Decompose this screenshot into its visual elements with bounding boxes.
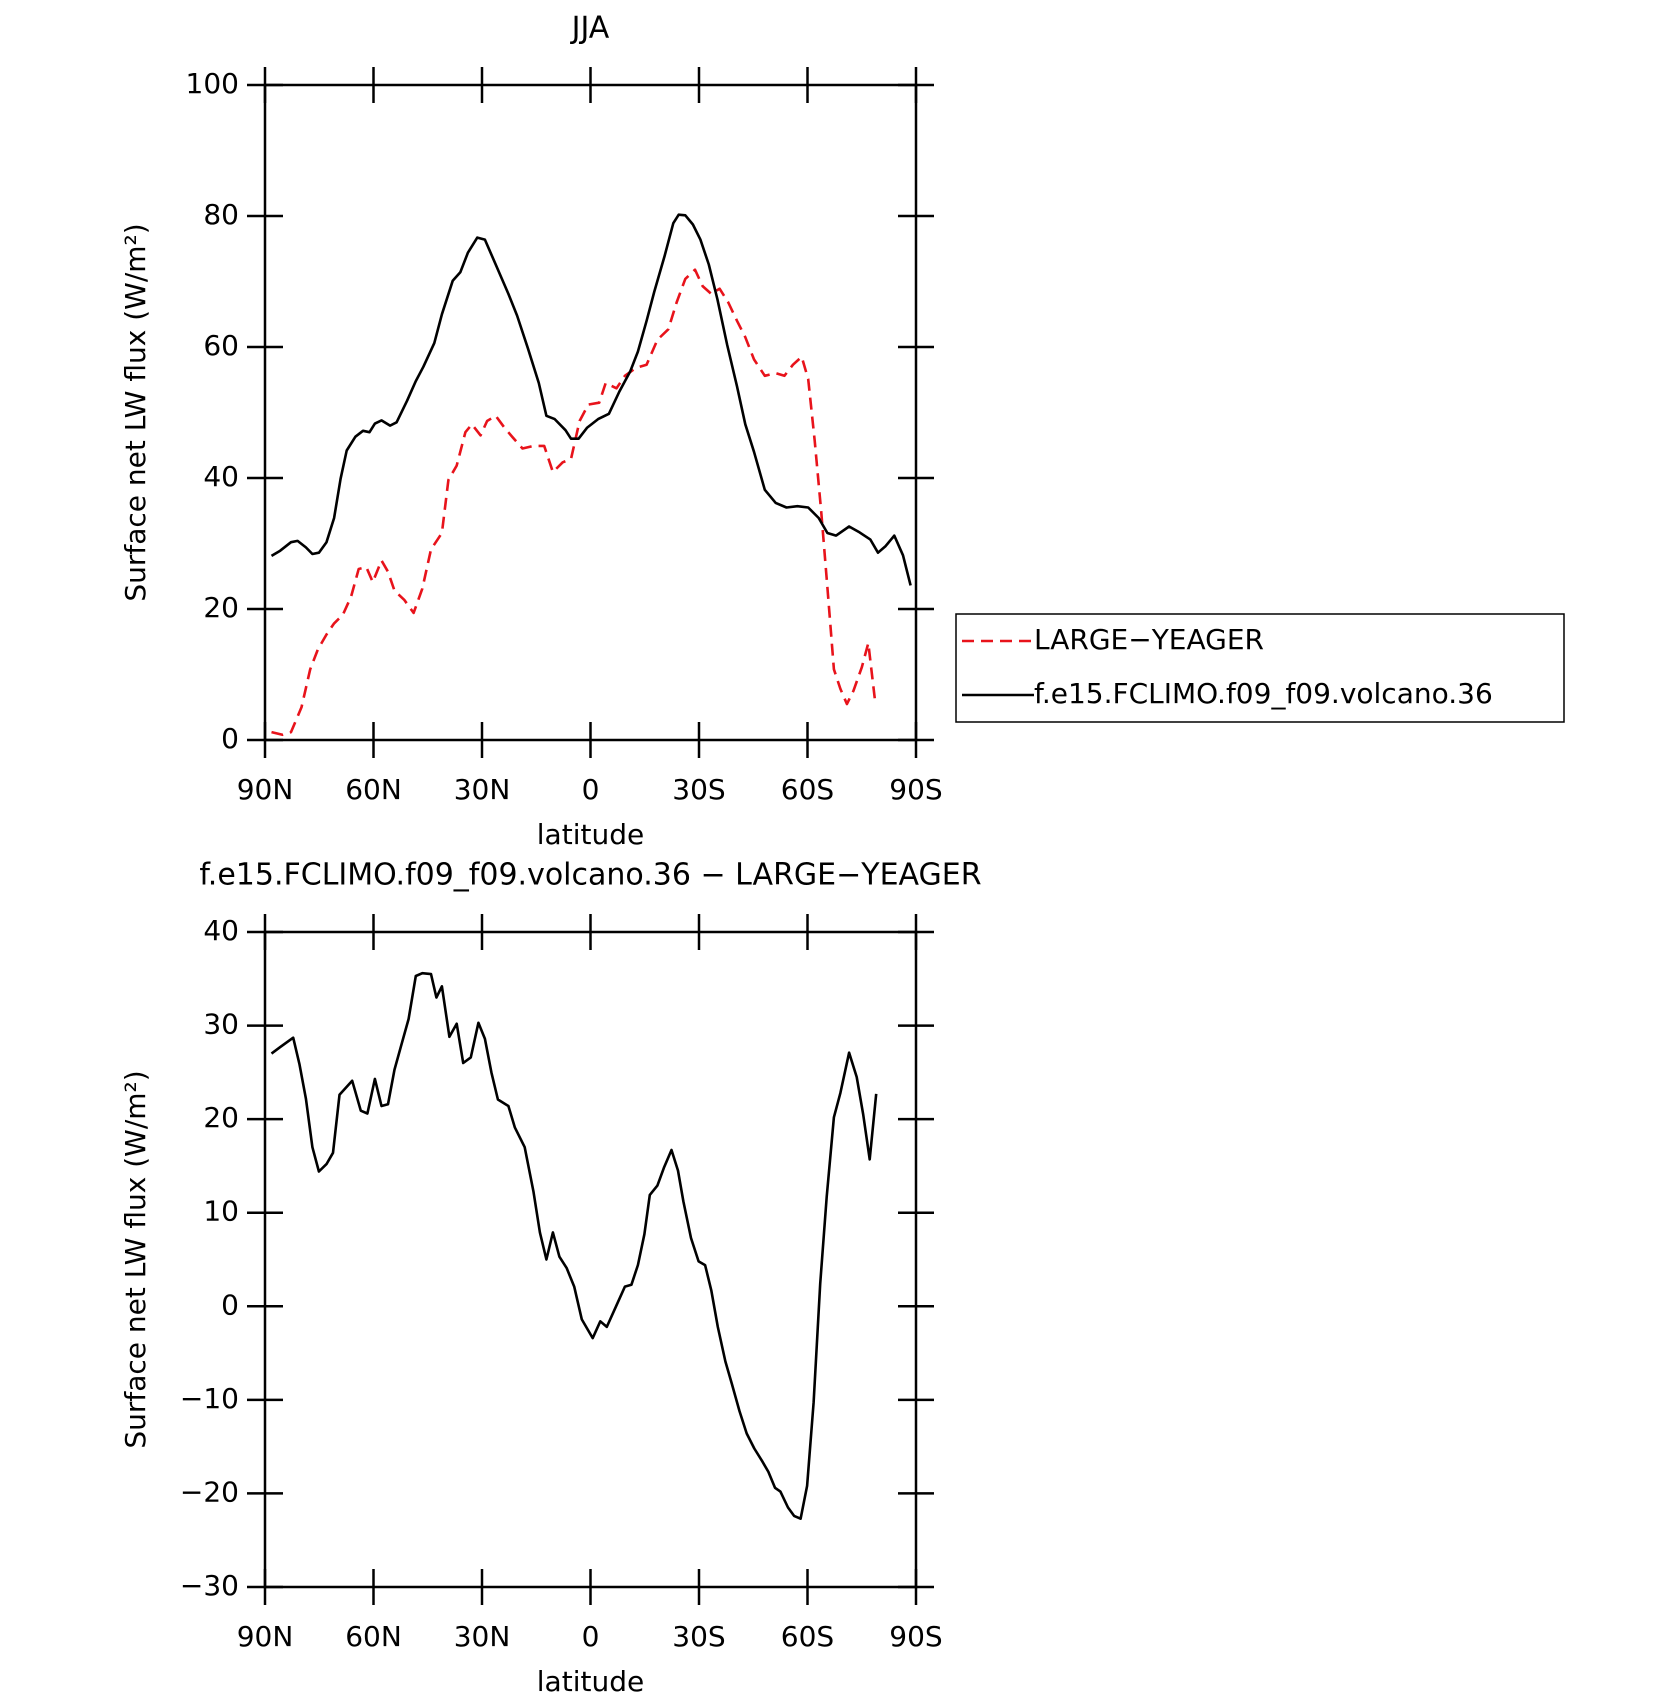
x-axis-label: latitude — [537, 818, 644, 851]
y-tick-label: 80 — [203, 198, 239, 231]
y-tick-label: −20 — [180, 1475, 239, 1508]
x-tick-label: 0 — [582, 773, 600, 806]
x-tick-label: 30N — [454, 773, 511, 806]
y-tick-label: −30 — [180, 1569, 239, 1602]
x-tick-label: 60N — [345, 1620, 402, 1653]
x-tick-label: 60N — [345, 773, 402, 806]
y-axis-label: Surface net LW flux (W/m²) — [119, 1070, 152, 1448]
chart-title: JJA — [570, 11, 610, 46]
x-tick-label: 60S — [781, 1620, 834, 1653]
legend-box — [955, 613, 1565, 723]
x-tick-label: 90N — [237, 773, 294, 806]
x-tick-label: 30S — [672, 773, 725, 806]
y-tick-label: 20 — [203, 1101, 239, 1134]
y-tick-label: 10 — [203, 1195, 239, 1228]
x-tick-label: 0 — [582, 1620, 600, 1653]
y-tick-label: 60 — [203, 329, 239, 362]
x-tick-label: 60S — [781, 773, 834, 806]
x-tick-label: 30S — [672, 1620, 725, 1653]
legend-label: f.e15.FCLIMO.f09_f09.volcano.36 — [1034, 677, 1493, 710]
data-line — [270, 213, 912, 586]
x-tick-label: 30N — [454, 1620, 511, 1653]
chart-title: f.e15.FCLIMO.f09_f09.volcano.36 − LARGE−… — [199, 858, 981, 893]
plot: JJA 0 20 40 60 80 100 90N 60N 30N 0 30S 60S 90S latitu… — [119, 11, 1565, 851]
x-tick-label: 90S — [889, 1620, 942, 1653]
x-axis-label: latitude — [537, 1665, 644, 1697]
legend-label: LARGE−YEAGER — [1034, 623, 1264, 656]
data-line — [270, 971, 878, 1520]
y-tick-label: 0 — [221, 1288, 239, 1321]
y-tick-label: 20 — [203, 591, 239, 624]
y-tick-label: −10 — [180, 1382, 239, 1415]
y-axis-label: Surface net LW flux (W/m²) — [119, 223, 152, 601]
plot: f.e15.FCLIMO.f09_f09.volcano.36 − LARGE−… — [119, 858, 982, 1697]
y-tick-label: 40 — [203, 460, 239, 493]
data-line — [271, 268, 877, 737]
x-tick-label: 90N — [237, 1620, 294, 1653]
y-tick-label: 30 — [203, 1008, 239, 1041]
x-tick-label: 90S — [889, 773, 942, 806]
y-tick-label: 40 — [203, 914, 239, 947]
y-tick-label: 0 — [221, 722, 239, 755]
y-tick-label: 100 — [186, 67, 239, 100]
